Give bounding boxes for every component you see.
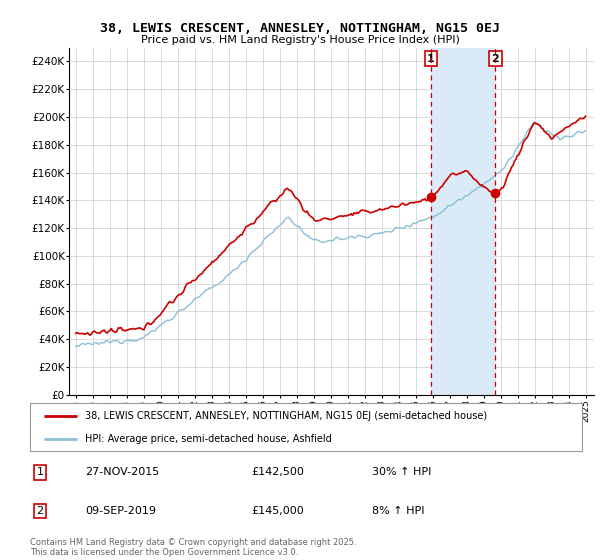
Text: 1: 1 [37,468,43,478]
Text: 09-SEP-2019: 09-SEP-2019 [85,506,156,516]
Text: 2: 2 [491,54,499,64]
Text: Contains HM Land Registry data © Crown copyright and database right 2025.
This d: Contains HM Land Registry data © Crown c… [30,538,356,557]
Text: 27-NOV-2015: 27-NOV-2015 [85,468,160,478]
Text: Price paid vs. HM Land Registry's House Price Index (HPI): Price paid vs. HM Land Registry's House … [140,35,460,45]
Text: 38, LEWIS CRESCENT, ANNESLEY, NOTTINGHAM, NG15 0EJ (semi-detached house): 38, LEWIS CRESCENT, ANNESLEY, NOTTINGHAM… [85,411,487,421]
Text: 2: 2 [37,506,43,516]
Text: 38, LEWIS CRESCENT, ANNESLEY, NOTTINGHAM, NG15 0EJ: 38, LEWIS CRESCENT, ANNESLEY, NOTTINGHAM… [100,22,500,35]
FancyBboxPatch shape [30,403,582,451]
Text: £142,500: £142,500 [251,468,304,478]
Text: 30% ↑ HPI: 30% ↑ HPI [372,468,431,478]
Text: HPI: Average price, semi-detached house, Ashfield: HPI: Average price, semi-detached house,… [85,434,332,444]
Bar [431,48,496,395]
Text: 8% ↑ HPI: 8% ↑ HPI [372,506,425,516]
Text: 1: 1 [427,54,435,64]
Text: £145,000: £145,000 [251,506,304,516]
